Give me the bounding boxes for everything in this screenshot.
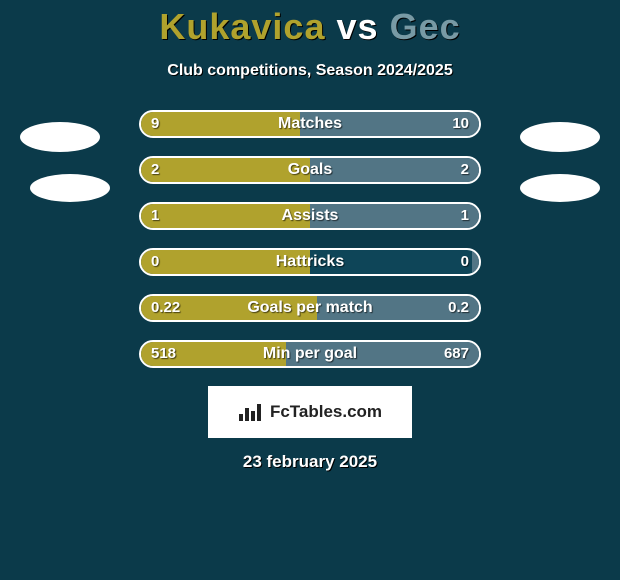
stat-value-right: 0.2 [448,296,469,320]
stat-row: Min per goal518 687 [139,340,481,368]
stat-value-right: 687 [444,342,469,366]
date-text: 23 february 2025 [0,452,620,472]
stat-value-right: 0 [461,250,469,274]
stat-row: Goals2 2 [139,156,481,184]
stat-rows: Matches9 10 Goals2 2 Assists1 1 Hattricks0 0 Goa… [0,110,620,368]
player1-name: Kukavica [159,6,325,47]
stat-value-left: 0 [151,250,159,274]
stat-row: Assists1 1 [139,202,481,230]
stat-value-right: 1 [461,204,469,228]
player2-country-logo [520,174,600,202]
subtitle: Club competitions, Season 2024/2025 [0,62,620,80]
stat-value-right: 2 [461,158,469,182]
stat-label: Min per goal [141,342,479,366]
brand-text: FcTables.com [270,402,382,422]
stat-label: Hattricks [141,250,479,274]
player2-club-logo [520,122,600,152]
stat-label: Goals per match [141,296,479,320]
brand-badge[interactable]: FcTables.com [208,386,412,438]
comparison-title: Kukavica vs Gec [0,0,620,48]
stat-row: Hattricks0 0 [139,248,481,276]
stat-label: Goals [141,158,479,182]
stat-value-left: 2 [151,158,159,182]
stat-value-left: 9 [151,112,159,136]
stat-value-left: 1 [151,204,159,228]
stat-row: Goals per match0.22 0.2 [139,294,481,322]
player2-name: Gec [390,6,461,47]
stat-label: Assists [141,204,479,228]
bar-chart-icon [238,402,264,422]
vs-text: vs [337,6,379,47]
stat-value-left: 518 [151,342,176,366]
player1-country-logo [30,174,110,202]
stat-value-right: 10 [452,112,469,136]
stat-label: Matches [141,112,479,136]
player1-club-logo [20,122,100,152]
stat-value-left: 0.22 [151,296,180,320]
stat-row: Matches9 10 [139,110,481,138]
